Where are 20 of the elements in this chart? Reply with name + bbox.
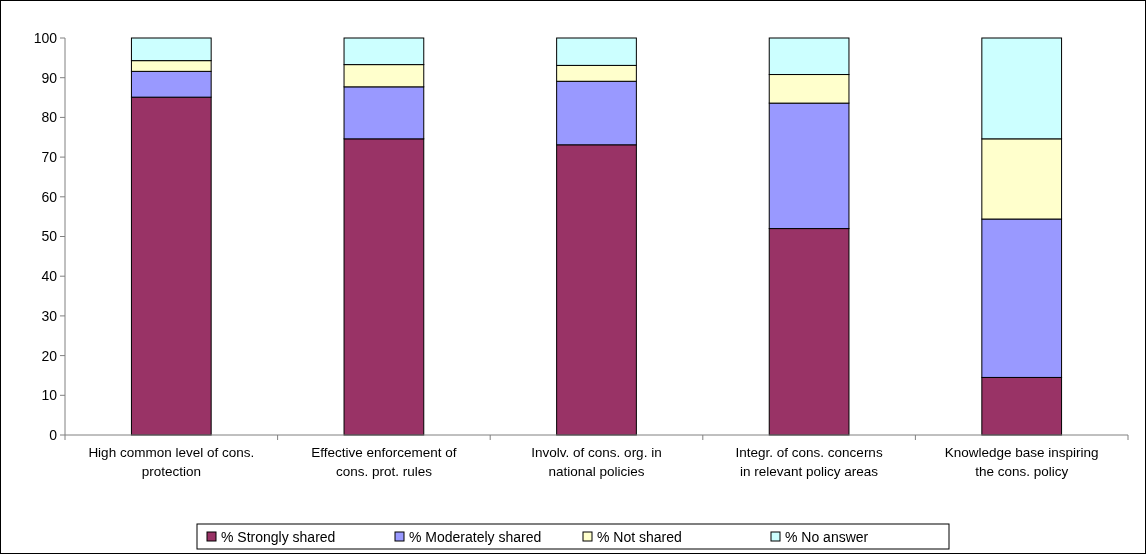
x-tick-label: Integr. of cons. concerns in relevant policy areas bbox=[735, 445, 883, 479]
legend-label: % No answer bbox=[785, 528, 869, 545]
legend-label: % Not shared bbox=[597, 528, 682, 545]
y-tick-label: 10 bbox=[41, 387, 58, 404]
y-tick-label: 80 bbox=[41, 109, 58, 126]
x-tick-label: Effective enforcement of cons. prot. rules bbox=[311, 445, 457, 479]
x-tick-label: Knowledge base inspiring the cons. policy bbox=[944, 445, 1099, 479]
x-tick-label: Involv. of cons. org. in national policies bbox=[531, 445, 662, 479]
legend-label: % Strongly shared bbox=[221, 528, 336, 545]
y-tick-label: 0 bbox=[49, 426, 58, 443]
y-tick-label: 90 bbox=[41, 69, 58, 86]
y-tick-label: 40 bbox=[41, 268, 58, 285]
y-tick-label: 20 bbox=[41, 347, 58, 364]
y-tick-label: 100 bbox=[33, 29, 58, 46]
x-tick-label: High common level of cons. protection bbox=[88, 445, 255, 479]
legend-label: % Moderately shared bbox=[409, 528, 542, 545]
y-tick-label: 50 bbox=[41, 228, 58, 245]
y-tick-label: 30 bbox=[41, 307, 58, 324]
y-tick-label: 70 bbox=[41, 149, 58, 165]
y-tick-label: 60 bbox=[41, 188, 58, 205]
